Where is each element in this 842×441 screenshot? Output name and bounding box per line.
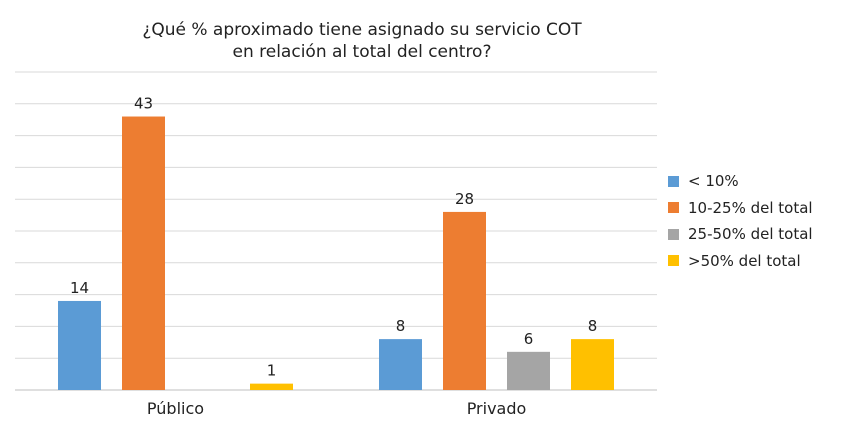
x-tick-label: Privado <box>467 399 527 418</box>
bar <box>571 339 614 390</box>
legend-swatch <box>668 175 679 187</box>
data-label: 28 <box>455 190 474 208</box>
legend-label: >50% del total <box>688 251 801 270</box>
data-label: 14 <box>70 279 89 297</box>
legend-swatch <box>668 255 679 267</box>
legend-item: 25-50% del total <box>668 221 813 248</box>
legend: < 10% 10-25% del total 25-50% del total >50… <box>668 168 813 274</box>
x-tick-label: Público <box>147 399 204 418</box>
bar <box>507 351 550 390</box>
bar <box>443 211 486 390</box>
chart-title-line1: ¿Qué % aproximado tiene asignado su serv… <box>142 20 582 40</box>
data-label: 8 <box>588 317 598 335</box>
legend-item: >50% del total <box>668 248 813 275</box>
bar <box>250 383 293 390</box>
legend-label: < 10% <box>688 172 739 191</box>
legend-item: 10-25% del total <box>668 195 813 222</box>
data-label: 6 <box>524 330 534 348</box>
chart-title-line2: en relación al total del centro? <box>232 42 492 62</box>
data-label: 43 <box>134 95 153 113</box>
legend-label: 10-25% del total <box>688 198 813 217</box>
legend-item: < 10% <box>668 168 813 195</box>
bar <box>122 116 165 391</box>
bar <box>379 339 422 390</box>
legend-swatch <box>668 202 679 214</box>
data-label: 1 <box>267 362 277 380</box>
legend-label: 25-50% del total <box>688 225 813 244</box>
legend-swatch <box>668 228 679 240</box>
data-label: 8 <box>396 317 406 335</box>
bar <box>58 300 101 390</box>
